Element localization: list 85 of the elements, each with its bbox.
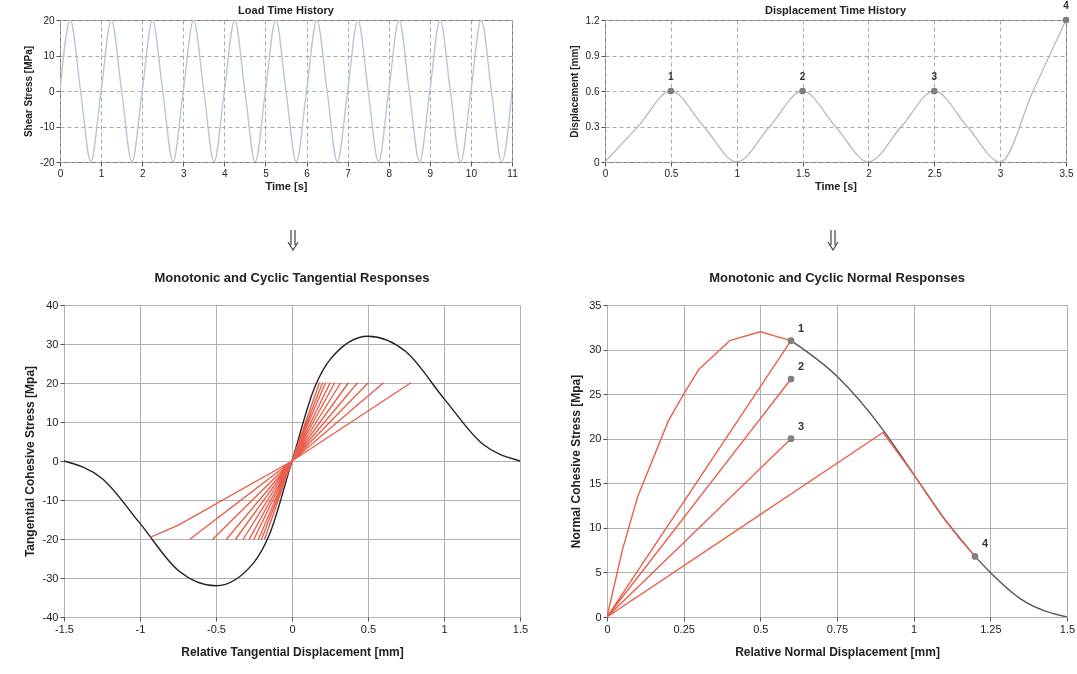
x-tick-label: 10 xyxy=(465,167,478,179)
y-tick-label: 0 xyxy=(593,156,600,168)
x-tick-label: 0 xyxy=(289,622,296,635)
x-axis-title: Time [s] xyxy=(815,179,858,192)
line-series xyxy=(149,382,412,540)
y-tick-label: 15 xyxy=(589,476,602,489)
y-tick-label: 0 xyxy=(52,454,59,467)
x-tick-label: 3 xyxy=(997,167,1004,179)
annotation: 2 xyxy=(799,71,806,82)
x-axis-title: Relative Normal Displacement [mm] xyxy=(735,644,940,659)
y-tick-label: -10 xyxy=(42,493,59,506)
x-tick-label: 8 xyxy=(386,167,393,179)
annotation: 1 xyxy=(797,321,805,334)
x-tick-label: 1 xyxy=(911,622,918,635)
annotation: 3 xyxy=(931,71,938,82)
chart-title: Monotonic and Cyclic Tangential Responses xyxy=(153,270,431,285)
y-tick-label: 40 xyxy=(46,298,59,311)
chart-title: Displacement Time History xyxy=(764,4,906,16)
x-tick-label: -1.5 xyxy=(55,622,74,635)
y-tick-label: 0.3 xyxy=(585,121,600,132)
annotation: 3 xyxy=(797,419,805,432)
y-tick-label: 5 xyxy=(595,565,602,578)
y-tick-label: -20 xyxy=(40,156,55,168)
x-tick-label: 9 xyxy=(427,167,434,179)
x-tick-label: 2 xyxy=(139,167,146,179)
x-tick-label: 0.75 xyxy=(826,622,849,635)
y-tick-label: -10 xyxy=(40,121,55,132)
point xyxy=(971,553,979,560)
x-tick-label: 0.25 xyxy=(673,622,695,635)
x-tick-label: 1 xyxy=(441,622,448,635)
y-tick-label: 1.2 xyxy=(585,14,600,26)
x-tick-label: 1 xyxy=(734,167,741,179)
y-tick-label: 10 xyxy=(46,415,59,428)
x-tick-label: 5 xyxy=(263,167,270,179)
y-tick-label: 10 xyxy=(43,50,55,61)
y-tick-label: -30 xyxy=(42,571,59,584)
x-tick-label: 2.5 xyxy=(927,167,943,179)
x-tick-label: -1 xyxy=(135,622,146,635)
y-tick-label: 35 xyxy=(589,298,602,311)
y-axis-title: Displacement [mm] xyxy=(568,45,580,138)
y-tick-label: -40 xyxy=(42,610,59,623)
x-tick-label: 1.25 xyxy=(980,622,1002,635)
annotation: 1 xyxy=(668,71,675,82)
y-tick-label: 30 xyxy=(589,343,602,356)
x-tick-label: 0.5 xyxy=(753,622,769,635)
y-tick-label: -20 xyxy=(42,532,59,545)
chart-title: Load Time History xyxy=(237,4,335,16)
x-tick-label: 6 xyxy=(304,167,311,179)
chart-title: Monotonic and Cyclic Normal Responses xyxy=(708,270,966,285)
y-tick-label: 0.6 xyxy=(585,85,600,97)
point xyxy=(787,435,795,443)
x-tick-label: 0 xyxy=(604,622,611,635)
y-axis-title: Normal Cohesive Stress [Mpa] xyxy=(569,374,584,549)
y-tick-label: 20 xyxy=(43,14,55,26)
y-tick-label: 0 xyxy=(595,610,602,623)
annotation: 4 xyxy=(1063,0,1070,11)
x-tick-label: 7 xyxy=(345,167,352,179)
x-tick-label: 1.5 xyxy=(512,622,529,635)
x-tick-label: 1.5 xyxy=(796,167,811,179)
x-tick-label: -0.5 xyxy=(207,622,226,635)
x-tick-label: 0.5 xyxy=(664,167,679,179)
y-tick-label: 20 xyxy=(589,432,602,445)
y-tick-label: 10 xyxy=(589,521,602,534)
point xyxy=(787,375,795,383)
x-axis-title: Relative Tangential Displacement [mm] xyxy=(181,644,404,659)
y-tick-label: 20 xyxy=(46,376,59,389)
point xyxy=(787,337,795,344)
annotation: 4 xyxy=(981,537,989,550)
y-tick-label: 25 xyxy=(589,387,602,400)
x-tick-label: 3 xyxy=(180,167,187,179)
line-series xyxy=(64,335,520,587)
annotation: 2 xyxy=(797,359,805,372)
x-tick-label: 2 xyxy=(866,167,873,179)
y-tick-label: 0.9 xyxy=(585,50,600,61)
y-axis-title: Shear Stress [MPa] xyxy=(23,45,35,138)
x-tick-label: 3.5 xyxy=(1059,167,1074,179)
x-tick-label: 1.5 xyxy=(1059,622,1076,635)
y-axis-title: Tangential Cohesive Stress [Mpa] xyxy=(22,365,37,558)
x-tick-label: 0.5 xyxy=(360,622,377,635)
y-tick-label: 0 xyxy=(48,85,55,97)
x-tick-label: 4 xyxy=(222,167,229,179)
y-tick-label: 30 xyxy=(46,337,59,350)
x-tick-label: 1 xyxy=(98,167,105,179)
x-axis-title: Time [s] xyxy=(265,179,308,192)
x-tick-label: 11 xyxy=(507,167,519,179)
